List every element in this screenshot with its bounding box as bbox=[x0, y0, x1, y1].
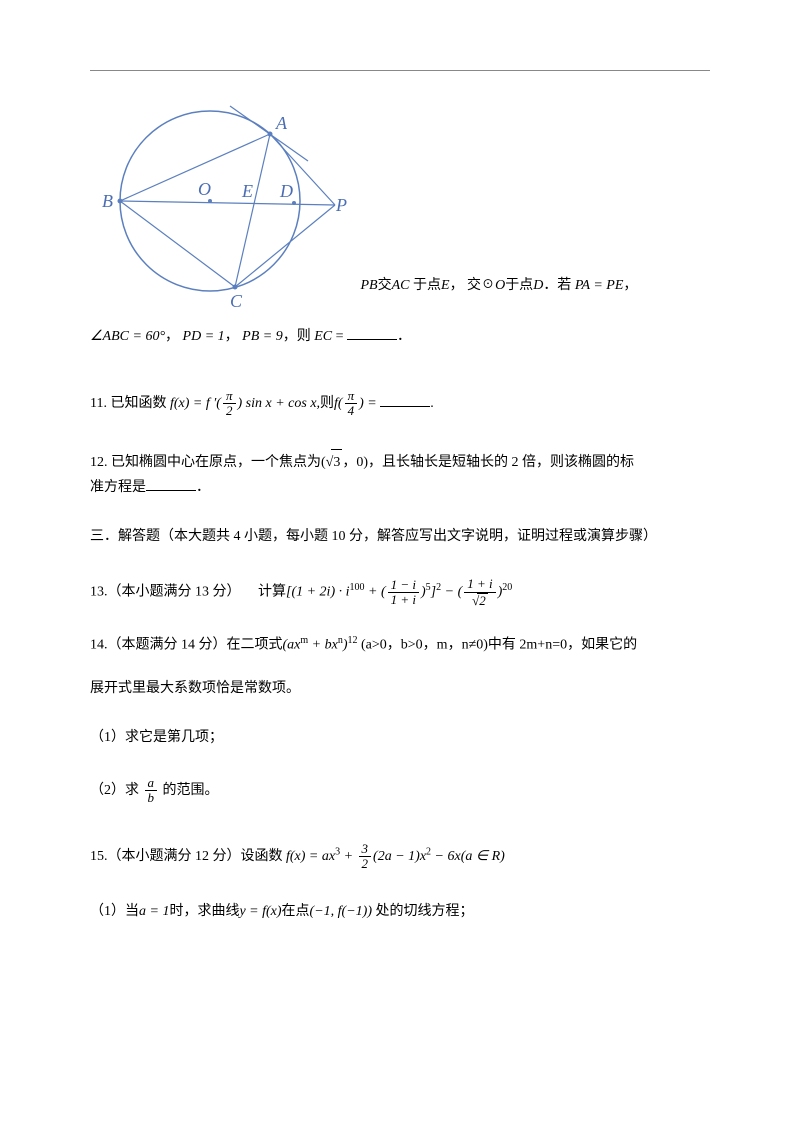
q10-line2: ∠ABC = 60°， PD = 1， PB = 9，则 EC = ． bbox=[90, 324, 710, 349]
q10-line1: PB交AC 于点E， 交☉O于点D．若 PA = PE， bbox=[350, 273, 637, 318]
q15-part1: （1）当a = 1时，求曲线y = f(x)在点(−1, f(−1)) 处的切线… bbox=[90, 899, 710, 924]
label-P: P bbox=[335, 195, 347, 215]
q11: 11. 已知函数 f(x) = f ′(π2) sin x + cos x,则f… bbox=[90, 389, 710, 419]
blank-q10 bbox=[347, 326, 397, 340]
label-C: C bbox=[230, 291, 243, 311]
q15: 15.（本小题满分 12 分）设函数 f(x) = ax3 + 32(2a − … bbox=[90, 842, 710, 872]
q14-line1: 14.（本题满分 14 分）在二项式(axm + bxn)12 (a>0，b>0… bbox=[90, 632, 710, 658]
q12: 12. 已知椭圆中心在原点，一个焦点为(3，0)，且长轴长是短轴长的 2 倍，则… bbox=[90, 449, 710, 500]
q14-part2: （2）求 ab 的范围。 bbox=[90, 776, 710, 806]
blank-q11 bbox=[380, 393, 430, 407]
top-rule bbox=[90, 70, 710, 71]
section3-heading: 三．解答题（本大题共 4 小题，每小题 10 分，解答应写出文字说明，证明过程或… bbox=[90, 524, 710, 549]
blank-q12 bbox=[146, 477, 196, 491]
q14-line2: 展开式里最大系数项恰是常数项。 bbox=[90, 676, 710, 701]
q14-part1: （1）求它是第几项； bbox=[90, 725, 710, 750]
label-O: O bbox=[198, 179, 211, 199]
q13: 13.（本小题满分 13 分） 计算[(1 + 2i) · i100 + (1 … bbox=[90, 577, 710, 608]
label-D: D bbox=[279, 181, 293, 201]
label-E: E bbox=[241, 181, 253, 201]
geometry-diagram: A B C O E D P bbox=[90, 91, 350, 316]
label-B: B bbox=[102, 191, 113, 211]
label-A: A bbox=[275, 113, 288, 133]
